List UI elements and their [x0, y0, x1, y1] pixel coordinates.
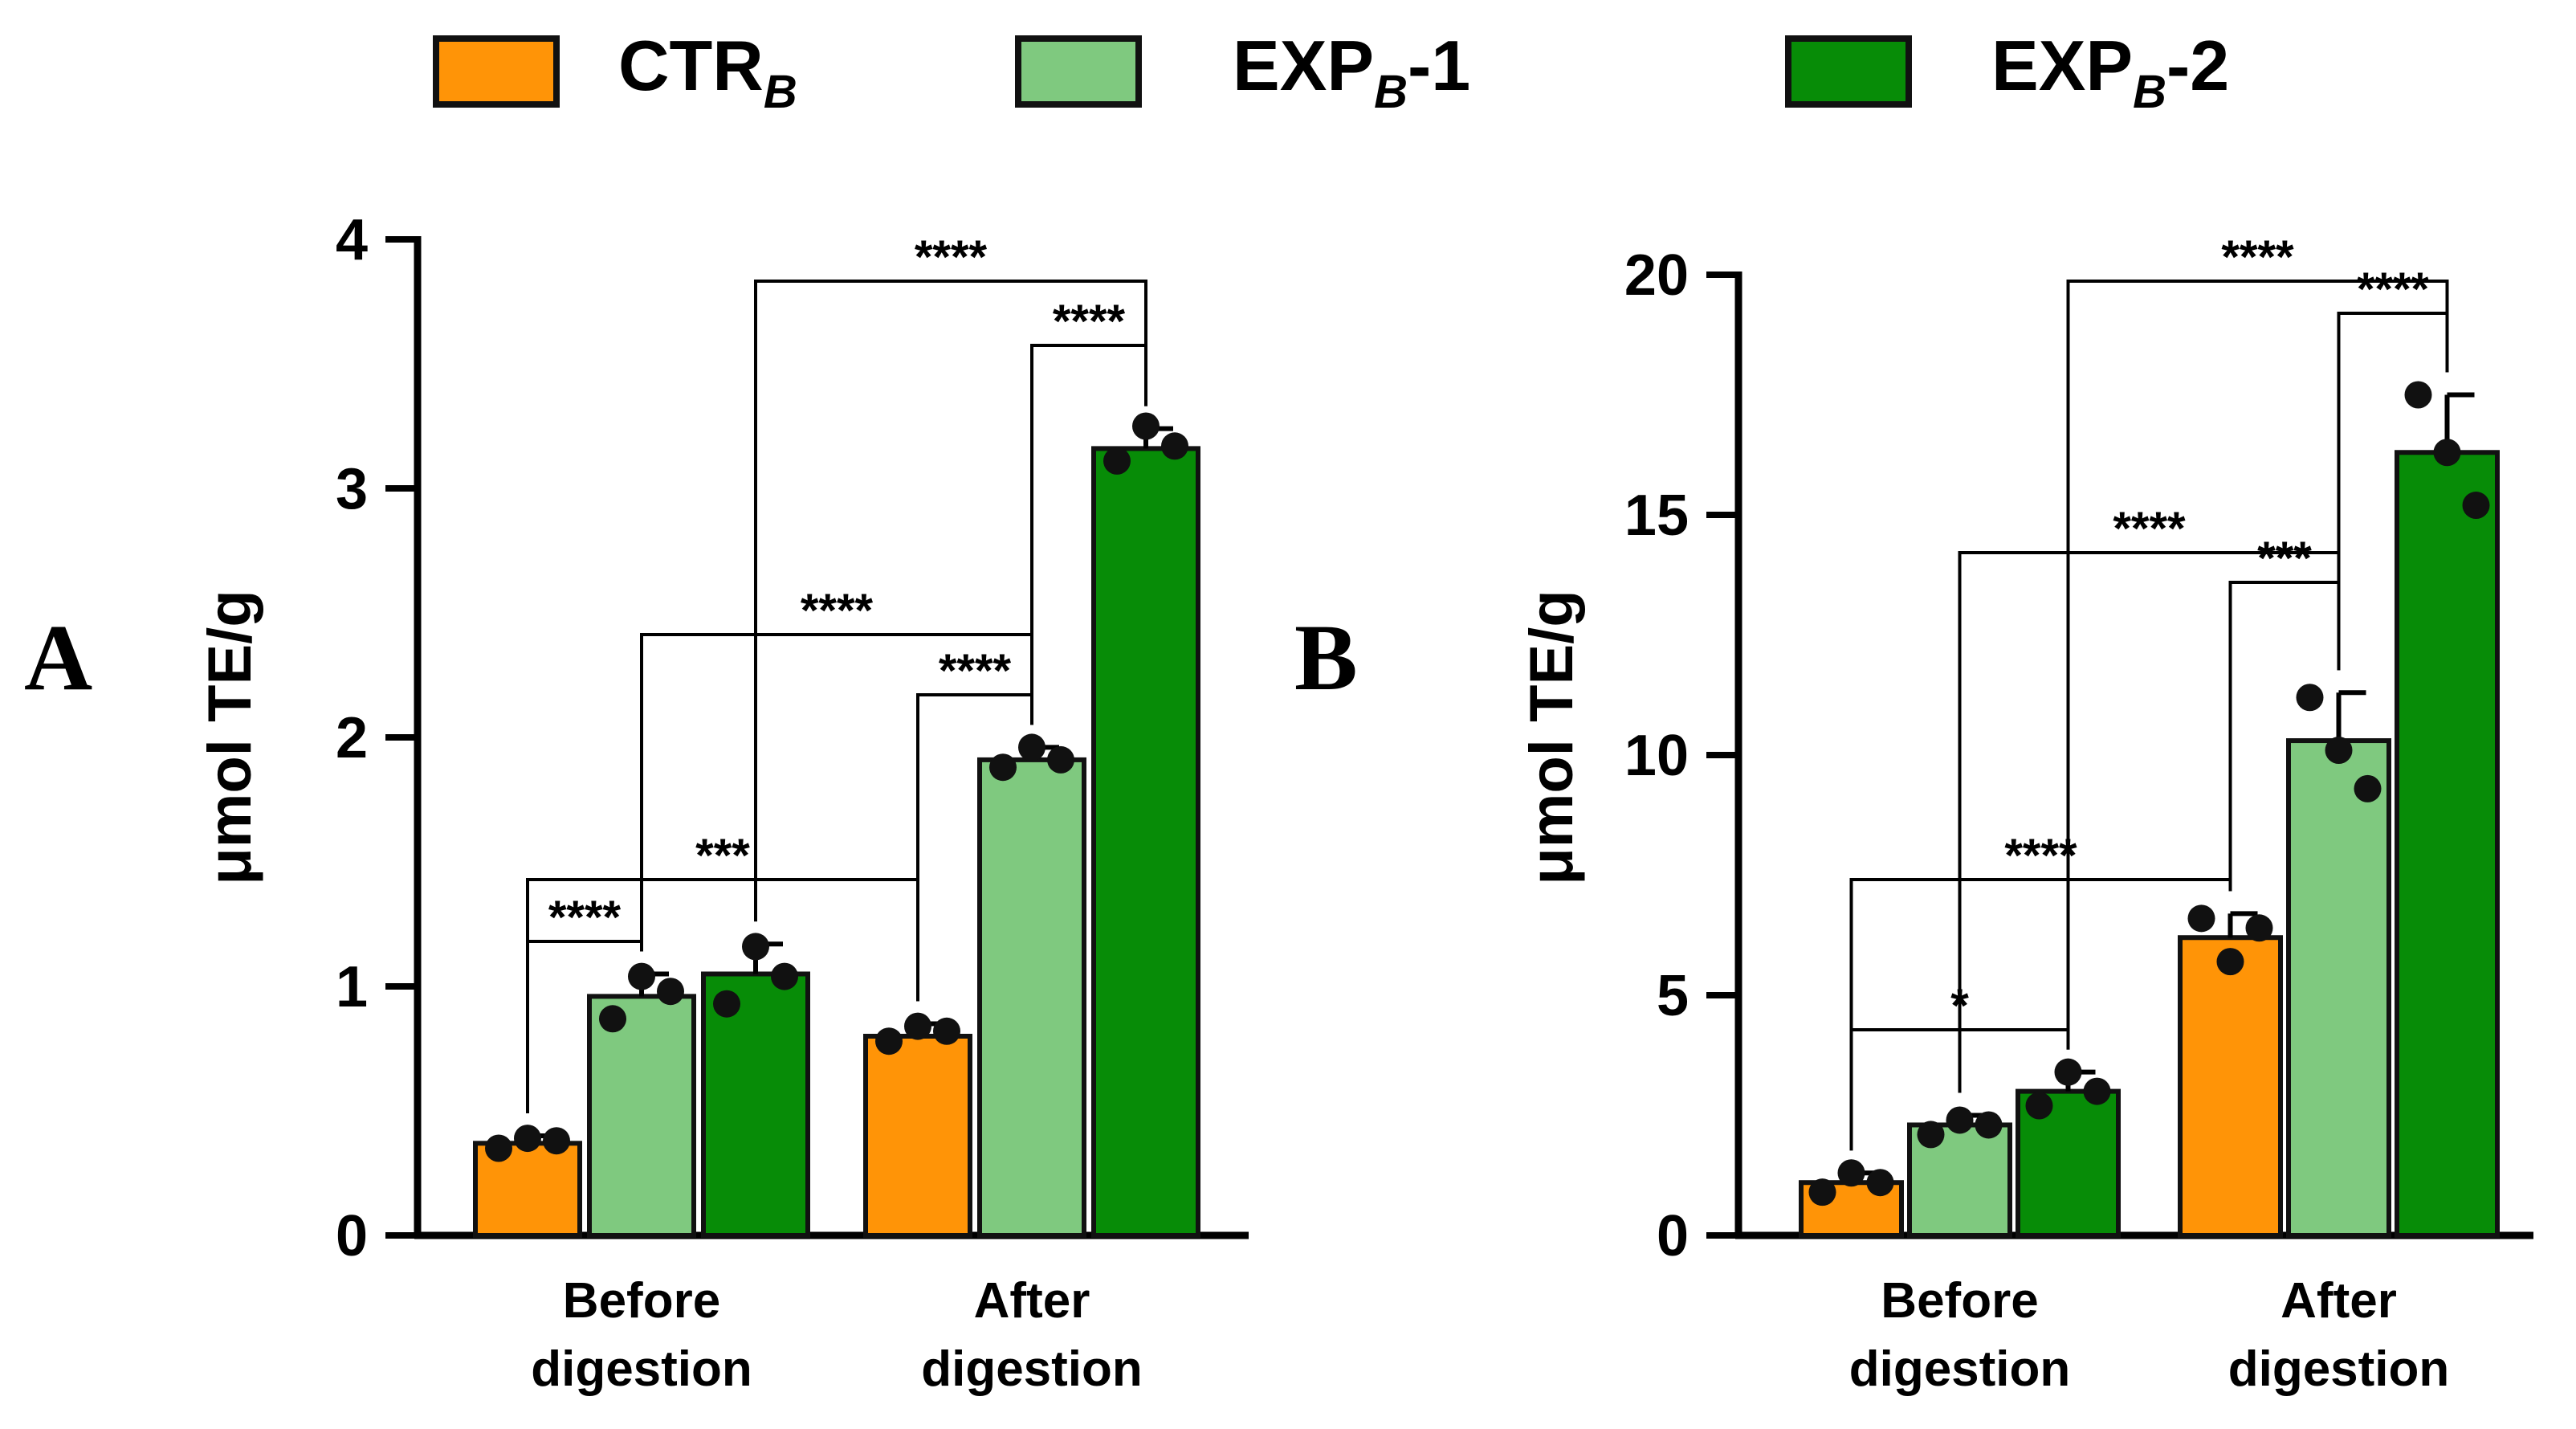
data-point — [2404, 381, 2432, 409]
bar — [2395, 450, 2500, 1238]
y-tick-label: 5 — [1657, 964, 1689, 1028]
data-point — [933, 1017, 960, 1045]
significance-label: **** — [2004, 830, 2077, 882]
data-point — [1808, 1178, 1836, 1206]
data-point — [2325, 737, 2353, 765]
data-point — [2083, 1077, 2111, 1105]
legend-label: EXPB-2 — [1991, 26, 2229, 118]
significance-label: **** — [939, 645, 1012, 697]
data-point — [1132, 412, 1160, 440]
data-point — [1161, 432, 1188, 460]
data-point — [2054, 1058, 2082, 1086]
x-category-label: Before — [563, 1273, 720, 1329]
panel-letter: A — [24, 605, 92, 710]
x-category-label: digestion — [1849, 1341, 2071, 1397]
y-tick-label: 1 — [336, 955, 368, 1019]
data-point — [904, 1012, 931, 1040]
data-point — [989, 753, 1017, 782]
y-axis-label: μmol TE/g — [196, 590, 264, 884]
legend-item: CTRB — [433, 26, 797, 118]
significance-label: **** — [801, 585, 874, 637]
y-tick-label: 20 — [1624, 243, 1689, 308]
y-axis-label: μmol TE/g — [1518, 590, 1586, 884]
data-point — [1103, 447, 1131, 475]
y-tick-label: 3 — [336, 457, 368, 521]
data-point — [1047, 745, 1074, 774]
y-tick-label: 0 — [336, 1204, 368, 1268]
y-tick-label: 4 — [336, 208, 368, 272]
panel-letter: B — [1294, 605, 1358, 710]
x-category-label: digestion — [531, 1341, 752, 1397]
data-point — [1837, 1159, 1865, 1187]
bar — [587, 994, 696, 1239]
data-point — [2245, 914, 2273, 942]
bar — [863, 1034, 972, 1238]
data-point — [657, 978, 684, 1006]
x-category-label: digestion — [2228, 1341, 2450, 1397]
data-point — [1975, 1111, 2003, 1139]
significance-label: *** — [695, 830, 750, 882]
data-point — [742, 933, 769, 961]
data-point — [543, 1127, 570, 1155]
significance-label: **** — [2221, 231, 2294, 284]
data-point — [1917, 1121, 1945, 1149]
data-point — [2216, 948, 2244, 976]
data-point — [485, 1134, 512, 1162]
legend-swatch — [433, 35, 560, 108]
significance-label: **** — [1053, 296, 1126, 348]
legend-item: EXPB-1 — [1015, 26, 1470, 118]
significance-label: **** — [548, 892, 622, 944]
significance-label: **** — [915, 231, 988, 284]
x-category-label: After — [974, 1273, 1090, 1329]
data-point — [2187, 904, 2215, 933]
y-tick-label: 10 — [1624, 724, 1689, 788]
significance-bracket — [754, 280, 1147, 922]
significance-label: *** — [2257, 533, 2312, 585]
bar — [977, 757, 1086, 1238]
legend-label: EXPB-1 — [1233, 26, 1470, 118]
data-point — [771, 962, 798, 990]
x-category-label: digestion — [921, 1341, 1143, 1397]
data-point — [713, 990, 740, 1018]
legend-swatch — [1015, 35, 1142, 108]
data-point — [628, 962, 655, 990]
y-tick-label: 15 — [1624, 484, 1689, 548]
data-point — [2354, 774, 2382, 802]
bar — [2178, 935, 2283, 1238]
data-point — [2025, 1092, 2053, 1120]
data-point — [514, 1125, 541, 1153]
y-tick-label: 2 — [336, 706, 368, 770]
data-point — [2462, 492, 2490, 520]
bar — [1091, 446, 1200, 1238]
legend-label: CTRB — [618, 26, 797, 118]
data-point — [875, 1027, 903, 1055]
significance-label: **** — [2357, 263, 2430, 316]
x-category-label: Before — [1881, 1273, 2038, 1329]
data-point — [1018, 733, 1045, 761]
bar — [2286, 738, 2391, 1238]
significance-label: **** — [2113, 503, 2186, 555]
data-point — [599, 1005, 626, 1033]
data-point — [2433, 439, 2461, 467]
legend-swatch — [1785, 35, 1912, 108]
bar — [473, 1141, 582, 1239]
x-category-label: After — [2280, 1273, 2397, 1329]
y-tick-label: 0 — [1657, 1204, 1689, 1268]
data-point — [2296, 684, 2324, 712]
data-point — [1946, 1106, 1974, 1134]
data-point — [1866, 1169, 1894, 1197]
legend-item: EXPB-2 — [1785, 26, 2229, 118]
significance-bracket — [2066, 280, 2449, 1050]
